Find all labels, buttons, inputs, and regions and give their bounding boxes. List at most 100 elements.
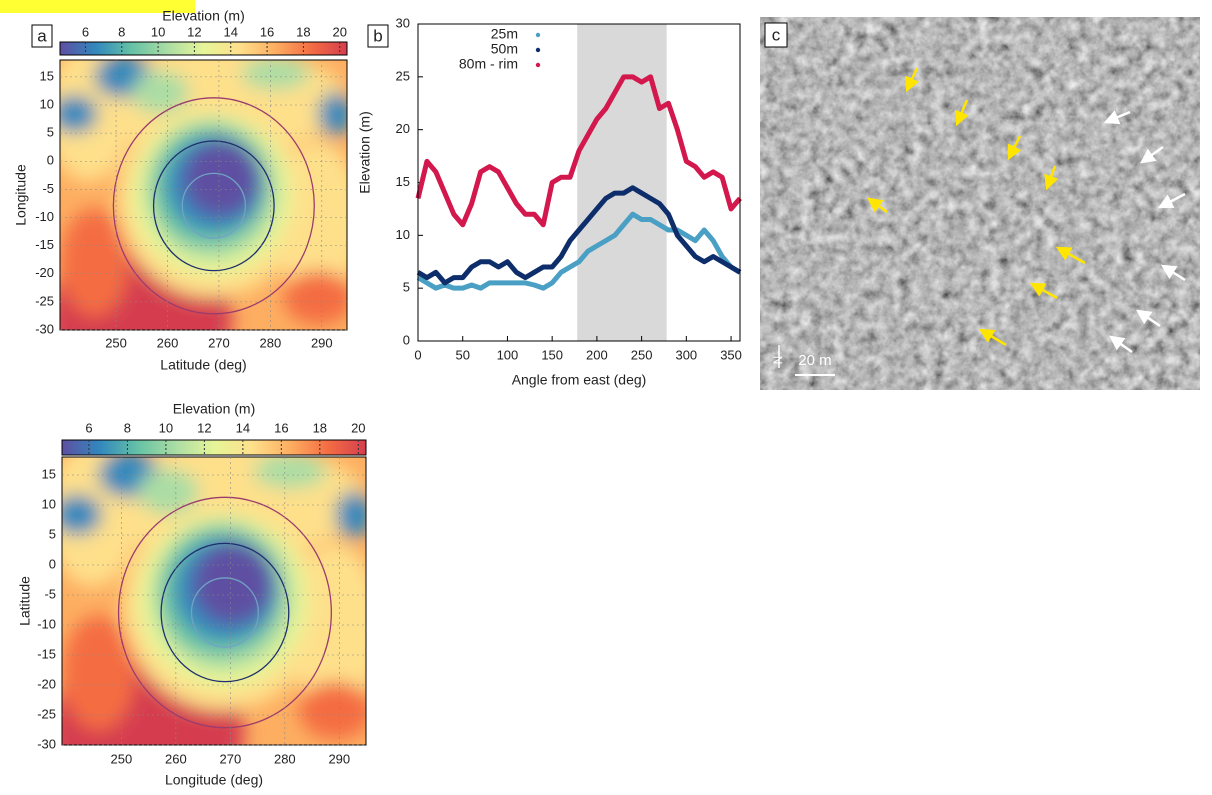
y-tick-label: -20	[37, 676, 56, 691]
y-tick-label: -30	[37, 736, 56, 751]
y-tick-label: -20	[35, 265, 54, 280]
y-tick-label: 5	[49, 526, 56, 541]
y-tick-label: -15	[37, 646, 56, 661]
x-tick-label: 350	[720, 347, 742, 362]
crater-ring	[112, 97, 315, 315]
colorbar-tick-label: 12	[187, 24, 201, 39]
x-tick-label: 250	[105, 335, 127, 350]
yellow-arrows	[866, 67, 1086, 347]
y-tick-label: 25	[396, 68, 410, 83]
heatmap-blob	[60, 95, 98, 133]
y-axis-label: Elevation (m)	[357, 111, 373, 193]
colorbar-tick-label: 16	[260, 24, 274, 39]
heatmap	[60, 60, 347, 330]
colorbar-tick-label: 18	[296, 24, 310, 39]
y-tick-label: 30	[396, 15, 410, 30]
legend-marker	[535, 62, 541, 68]
y-axis-label: Latitude	[17, 576, 33, 626]
panel-label: b	[373, 26, 382, 45]
crater-ring	[160, 542, 290, 683]
colorbar-tick-label: 12	[197, 420, 211, 435]
heatmap	[62, 457, 366, 745]
x-tick-label: 300	[675, 347, 697, 362]
y-tick-label: 5	[403, 280, 410, 295]
legend-label: 80m - rim	[459, 56, 518, 72]
panel-label: a	[37, 26, 47, 45]
crater-ring	[181, 172, 247, 239]
panel-label-box	[764, 22, 788, 48]
scale-label: 20 m	[798, 352, 831, 369]
y-tick-label: 15	[40, 68, 54, 83]
heatmap-blob	[253, 457, 327, 489]
crater-ring	[117, 496, 332, 729]
series-line	[416, 211, 742, 291]
y-axis-label: Longitude	[13, 164, 29, 226]
y-tick-label: -15	[35, 237, 54, 252]
heatmap-blob	[240, 60, 310, 90]
plot-frame	[59, 59, 348, 331]
y-tick-label: -10	[35, 209, 54, 224]
heatmap-blob	[183, 141, 259, 217]
colorbar-tick-label: 14	[236, 420, 250, 435]
heatmap-blob	[62, 615, 135, 731]
colorbar-tick-label: 8	[118, 24, 125, 39]
legend-marker	[535, 47, 541, 53]
heatmap-blob	[318, 92, 347, 136]
colorbar-tick-label: 10	[159, 420, 173, 435]
x-tick-label: 150	[541, 347, 563, 362]
series-line	[415, 74, 742, 228]
y-tick-label: 10	[396, 227, 410, 242]
x-axis-label: Longitude (deg)	[165, 772, 263, 788]
x-tick-label: 270	[219, 751, 241, 766]
y-tick-label: -5	[42, 181, 54, 196]
y-tick-label: 10	[40, 96, 54, 111]
colorbar-tick-label: 6	[85, 420, 92, 435]
plot-frame	[417, 23, 741, 342]
y-tick-label: -5	[44, 586, 56, 601]
panel-label: c	[772, 25, 781, 44]
x-tick-label: 200	[586, 347, 608, 362]
heatmap-blob	[299, 681, 366, 740]
x-tick-label: 260	[157, 335, 179, 350]
colorbar-title: Elevation (m)	[173, 401, 255, 417]
heatmap-blob	[192, 543, 272, 625]
x-tick-label: 290	[311, 335, 333, 350]
x-tick-label: 250	[631, 347, 653, 362]
panel-label-box	[367, 24, 389, 48]
x-tick-label: 0	[414, 347, 421, 362]
y-tick-label: 0	[49, 556, 56, 571]
x-axis-label: Latitude (deg)	[160, 357, 246, 373]
colorbar	[59, 41, 348, 56]
crater-ring	[190, 577, 260, 648]
heatmap-blob	[62, 494, 102, 535]
y-tick-label: 0	[47, 153, 54, 168]
y-tick-label: 0	[403, 332, 410, 347]
colorbar-title: Elevation (m)	[162, 8, 244, 24]
heatmap-blob	[131, 70, 190, 114]
y-tick-label: 20	[396, 121, 410, 136]
legend-label: 25m	[491, 26, 518, 42]
y-tick-label: -30	[35, 321, 54, 336]
y-tick-label: 15	[42, 466, 56, 481]
photo-panel: c N 20 m	[760, 17, 1200, 390]
x-tick-label: 280	[274, 751, 296, 766]
colorbar-tick-label: 18	[313, 420, 327, 435]
colorbar-tick-label: 10	[151, 24, 165, 39]
shaded-range	[577, 24, 667, 341]
y-tick-label: 15	[396, 174, 410, 189]
colorbar	[61, 439, 367, 456]
heatmap-blob	[335, 491, 366, 538]
x-axis-label: Angle from east (deg)	[512, 372, 647, 388]
legend-label: 50m	[491, 41, 518, 57]
y-tick-label: -25	[35, 293, 54, 308]
colorbar-tick-label: 6	[82, 24, 89, 39]
x-tick-label: 290	[328, 751, 350, 766]
white-arrows	[1103, 110, 1186, 354]
colorbar-tick-label: 20	[332, 24, 346, 39]
colorbar-tick-label: 20	[351, 420, 365, 435]
heatmap-blob	[283, 270, 347, 325]
y-tick-label: -10	[37, 616, 56, 631]
colorbar-tick-label: 8	[124, 420, 131, 435]
x-tick-label: 50	[455, 347, 469, 362]
